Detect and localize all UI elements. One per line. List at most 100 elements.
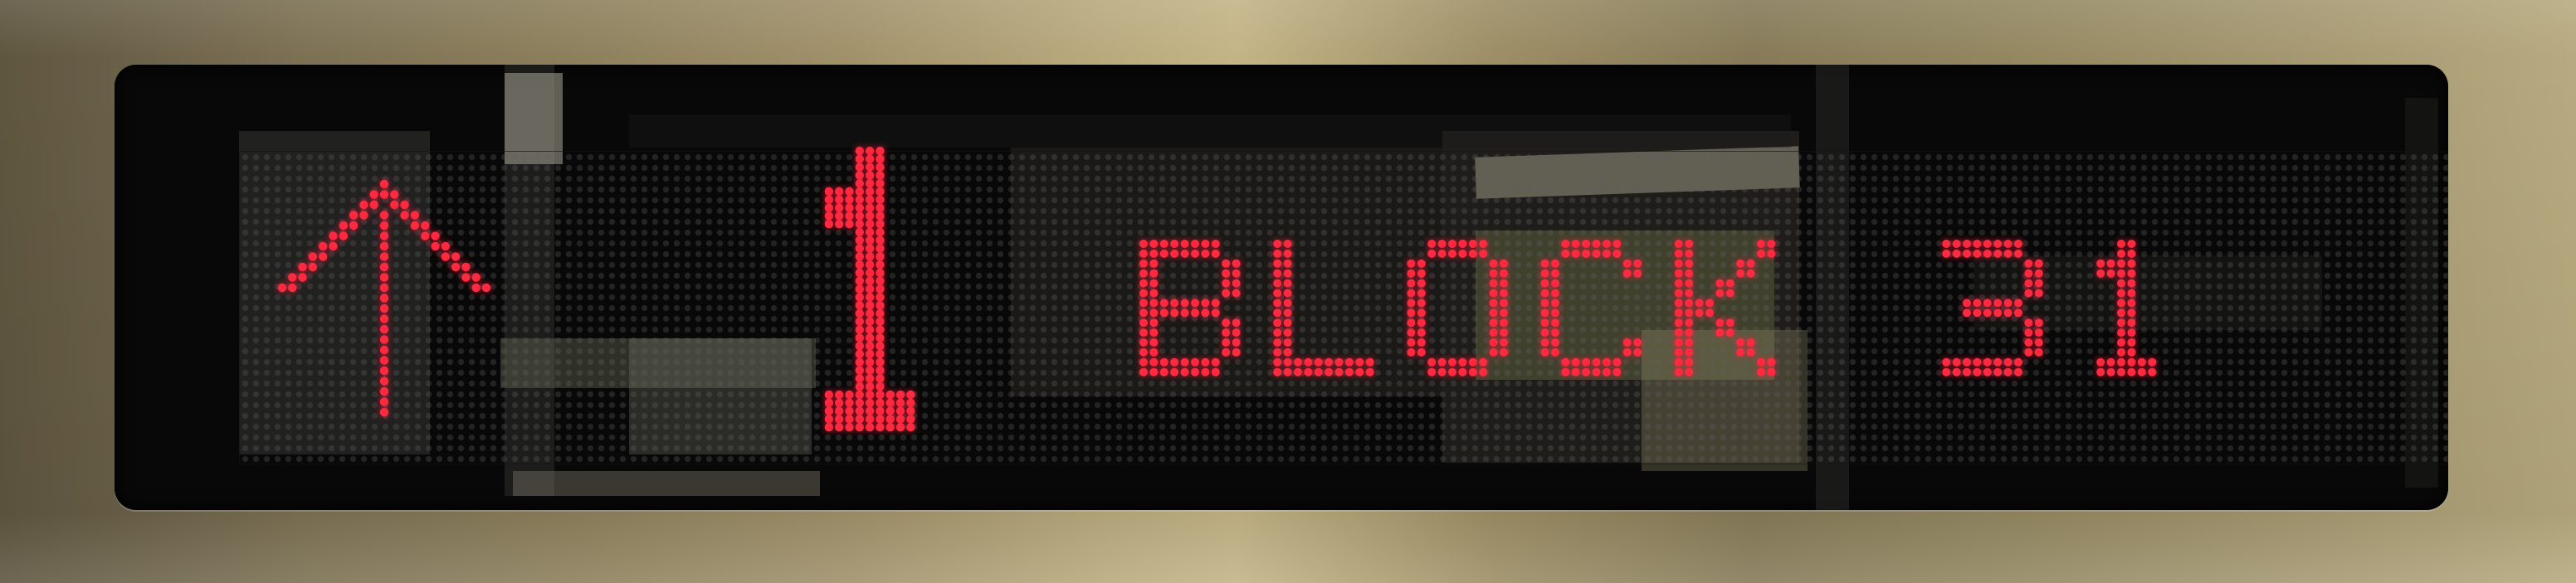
led-dot (2096, 367, 2105, 377)
led-dot (876, 163, 885, 172)
led-dot (1674, 318, 1683, 328)
led-dot (410, 211, 420, 220)
led-dot (1612, 367, 1622, 377)
led-dot (2003, 357, 2013, 367)
led-dot (1191, 367, 1199, 377)
led-dot (1304, 357, 1313, 367)
led-dot (1715, 289, 1725, 298)
led-dot (835, 211, 844, 221)
led-dot (845, 211, 854, 221)
led-dot (339, 231, 348, 240)
led-dot (855, 284, 865, 294)
led-dot (1448, 357, 1456, 367)
led-dot (2034, 338, 2043, 347)
led-dot (855, 211, 865, 221)
led-dot (1685, 289, 1694, 298)
led-dot (1963, 367, 1971, 377)
led-dot (1283, 240, 1292, 248)
led-dot (876, 309, 885, 318)
led-dot (2106, 357, 2115, 367)
led-dot (451, 262, 461, 272)
led-dot (2014, 299, 2022, 308)
led-dot (1437, 240, 1447, 248)
led-dot (824, 211, 834, 221)
led-dot (1489, 338, 1498, 347)
led-dot (1273, 367, 1282, 377)
led-dot (1139, 240, 1148, 248)
led-dot (1540, 259, 1549, 268)
led-dot (1725, 328, 1734, 338)
led-dot (2003, 367, 2013, 377)
led-dot (1500, 338, 1508, 347)
led-dot (2148, 357, 2157, 367)
led-dot (1592, 240, 1601, 248)
led-dot (1973, 367, 1982, 377)
led-dot (1500, 318, 1508, 328)
led-dot (1417, 299, 1426, 308)
led-dot (1685, 299, 1694, 308)
led-dot (379, 190, 389, 199)
led-dot (1489, 347, 1498, 357)
led-dot (1746, 338, 1755, 347)
led-dot (379, 252, 389, 261)
led-dot (277, 283, 287, 293)
led-dot (1993, 367, 2003, 377)
led-dot (1407, 338, 1416, 347)
led-dot (1211, 367, 1220, 377)
led-dot (1170, 299, 1179, 308)
led-dot (886, 398, 895, 407)
led-dot (379, 377, 389, 386)
reflection (1442, 131, 1799, 463)
led-dot (1232, 338, 1241, 347)
led-dot (1427, 367, 1437, 377)
led-dot (876, 236, 885, 245)
led-dot (876, 423, 885, 432)
led-dot (1283, 367, 1292, 377)
led-dot (1232, 318, 1241, 328)
led-dot (1705, 299, 1714, 308)
led-dot (1407, 347, 1416, 357)
led-dot (865, 252, 875, 261)
led-dot (1633, 347, 1642, 357)
led-dot (855, 220, 865, 229)
led-dot (876, 284, 885, 294)
led-dot (1674, 289, 1683, 298)
led-dot (855, 276, 865, 285)
up-arrow-icon (277, 179, 491, 417)
led-dot (2127, 299, 2136, 308)
led-dot (1222, 318, 1231, 328)
led-dot (2034, 279, 2043, 288)
led-dot (1993, 240, 2003, 248)
led-dot (1139, 347, 1148, 357)
led-dot (876, 276, 885, 285)
led-dot (379, 386, 389, 396)
led-dot (855, 171, 865, 180)
led-dot (886, 423, 895, 432)
led-dot (1963, 357, 1971, 367)
led-dot (865, 366, 875, 375)
led-dot (1489, 269, 1498, 278)
led-dot (824, 187, 834, 197)
led-dot (1622, 269, 1632, 278)
led-dot (431, 231, 440, 240)
led-dot (855, 252, 865, 261)
led-dot (1746, 347, 1755, 357)
led-dot (1273, 347, 1282, 357)
led-dot (379, 179, 389, 189)
led-dot (1540, 289, 1549, 298)
led-dot (1448, 249, 1456, 258)
led-dot (876, 244, 885, 253)
led-dot (1149, 357, 1159, 367)
led-dot (1561, 367, 1570, 377)
led-dot (824, 406, 834, 415)
led-dot (1407, 328, 1416, 338)
led-dot (1273, 309, 1282, 318)
led-dot (1468, 357, 1477, 367)
led-dot (1973, 299, 1982, 308)
led-dot (855, 333, 865, 343)
led-dot (1222, 289, 1231, 298)
led-dot (1685, 249, 1694, 258)
led-dot (2127, 289, 2136, 298)
led-dot (441, 241, 450, 251)
